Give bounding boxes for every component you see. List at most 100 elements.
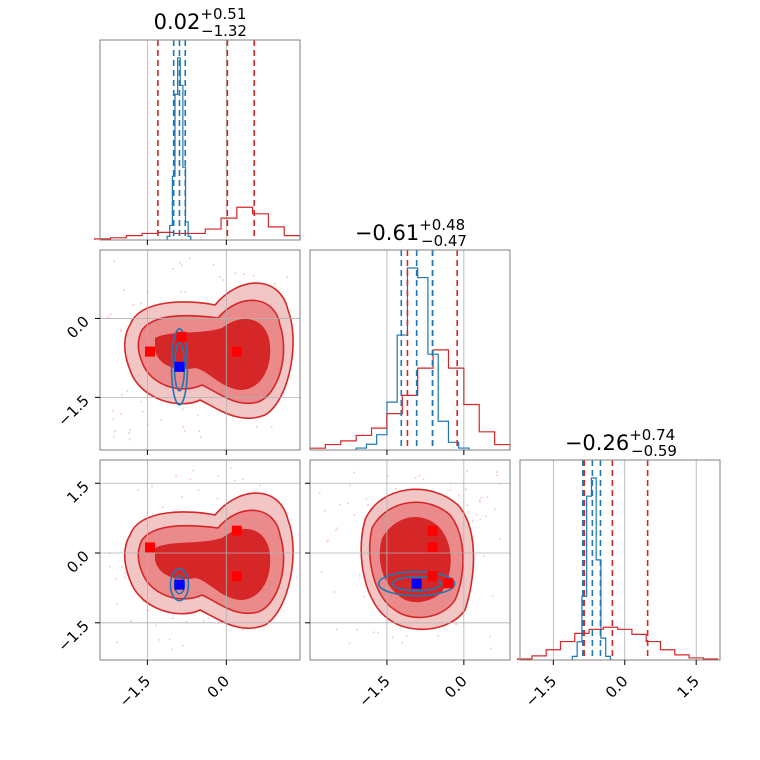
blue-contour-outer-3 — [377, 570, 456, 597]
scatter-point-3-54 — [414, 477, 417, 480]
blue-contour-inner-3 — [391, 575, 442, 592]
scatter-point-2-69 — [242, 628, 245, 631]
scatter-point-3-77 — [387, 475, 390, 478]
red-marker-3-0 — [427, 525, 438, 536]
data-layer — [94, 40, 719, 660]
scatter-point-3-48 — [479, 518, 482, 521]
scatter-point-3-78 — [333, 590, 336, 593]
scatter-point-3-82 — [489, 647, 492, 650]
scatter-point-3-72 — [486, 496, 489, 499]
scatter-point-3-60 — [465, 469, 468, 472]
scatter-point-2-41 — [197, 489, 200, 492]
blue-contour-outer-1 — [170, 328, 189, 406]
scatter-point-2-2 — [151, 485, 154, 488]
scatter-point-1-73 — [182, 425, 185, 428]
red-marker-1-1 — [231, 346, 242, 357]
scatter-point-2-42 — [185, 620, 188, 623]
scatter-point-3-41 — [318, 491, 321, 494]
title-param-3-plus: +0.74 — [629, 426, 675, 444]
hist-red-2 — [309, 349, 511, 450]
scatter-point-1-8 — [126, 390, 129, 393]
scatter-point-1-55 — [212, 263, 215, 266]
scatter-point-2-25 — [171, 616, 174, 619]
scatter-point-1-85 — [107, 315, 110, 318]
scatter-point-2-71 — [155, 624, 158, 627]
red-marker-3-3 — [443, 578, 454, 589]
density-contour-inner-2 — [155, 528, 271, 600]
scatter-point-1-10 — [112, 418, 115, 421]
scatter-point-1-48 — [252, 274, 255, 277]
title-param-1-value: 0.02 — [154, 10, 201, 34]
scatter-point-2-76 — [115, 577, 118, 580]
title-param-2-minus: −0.47 — [421, 232, 467, 250]
scatter-point-3-53 — [491, 595, 494, 598]
scatter-point-3-4 — [394, 488, 397, 491]
blue-contour-outer-2 — [169, 567, 190, 602]
scatter-point-1-16 — [180, 264, 183, 267]
title-param-1: 0.02+0.51 — [154, 5, 247, 34]
scatter-point-3-25 — [405, 634, 408, 637]
scatter-point-3-29 — [466, 504, 469, 507]
scatter-point-1-65 — [132, 303, 135, 306]
scatter-point-2-21 — [189, 478, 192, 481]
scatter-point-1-86 — [183, 430, 186, 433]
scatter-point-1-29 — [199, 436, 202, 439]
scatter-point-3-32 — [401, 641, 404, 644]
scatter-point-3-71 — [484, 515, 487, 518]
scatter-point-3-67 — [483, 555, 486, 558]
hist-blue-3 — [571, 477, 612, 660]
scatter-point-2-11 — [192, 469, 195, 472]
scatter-point-3-73 — [478, 499, 481, 502]
title-param-2-plus: +0.48 — [419, 216, 465, 234]
xtick-label-0-1: 0.0 — [204, 672, 234, 702]
scatter-point-3-22 — [391, 636, 394, 639]
scatter-point-3-17 — [320, 571, 323, 574]
scatter-point-2-15 — [175, 474, 178, 477]
grid-layer — [100, 40, 697, 660]
scatter-point-3-85 — [449, 489, 452, 492]
scatter-point-3-42 — [353, 471, 356, 474]
scatter-point-1-53 — [243, 272, 246, 275]
xtick-label-1-0: −1.5 — [355, 672, 393, 710]
red-marker-2-1 — [231, 525, 242, 536]
scatter-point-3-59 — [475, 514, 478, 517]
scatter-point-3-45 — [355, 628, 358, 631]
scatter-point-1-54 — [128, 431, 131, 434]
scatter-point-1-39 — [120, 393, 123, 396]
scatter-point-2-74 — [233, 479, 236, 482]
scatter-point-3-79 — [365, 497, 368, 500]
scatter-point-1-52 — [140, 302, 143, 305]
title-param-3-value: −0.26 — [565, 431, 629, 455]
scatter-point-1-87 — [219, 276, 222, 279]
scatter-point-2-27 — [217, 474, 220, 477]
scatter-point-3-83 — [323, 510, 326, 513]
red-marker-3-1 — [427, 542, 438, 553]
scatter-point-1-46 — [112, 435, 115, 438]
title-param-2: −0.61+0.48 — [355, 216, 465, 245]
scatter-point-2-19 — [168, 638, 171, 641]
scatter-point-3-24 — [363, 595, 366, 598]
scatter-point-3-69 — [499, 538, 502, 541]
scatter-point-2-81 — [161, 506, 164, 509]
scatter-point-3-5 — [372, 631, 375, 634]
scatter-point-3-87 — [335, 628, 338, 631]
scatter-point-1-44 — [140, 400, 143, 403]
scatter-point-3-16 — [358, 573, 361, 576]
scatter-point-1-26 — [255, 425, 258, 428]
scatter-point-3-31 — [367, 503, 370, 506]
scatter-point-1-88 — [222, 278, 225, 281]
scatter-point-1-2 — [273, 282, 276, 285]
red-marker-2-2 — [231, 571, 242, 582]
scatter-point-1-68 — [197, 414, 200, 417]
scatter-point-2-14 — [181, 644, 184, 647]
title-param-2-value: −0.61 — [355, 221, 419, 245]
scatter-point-1-49 — [188, 257, 191, 260]
scatter-point-3-15 — [437, 634, 440, 637]
scatter-point-2-26 — [124, 572, 127, 575]
scatter-point-1-0 — [270, 426, 273, 429]
ytick-label-2-2: −1.5 — [54, 617, 92, 655]
scatter-point-3-63 — [458, 494, 461, 497]
ytick-label-2-0: 1.5 — [63, 477, 93, 507]
scatter-point-2-61 — [229, 467, 232, 470]
